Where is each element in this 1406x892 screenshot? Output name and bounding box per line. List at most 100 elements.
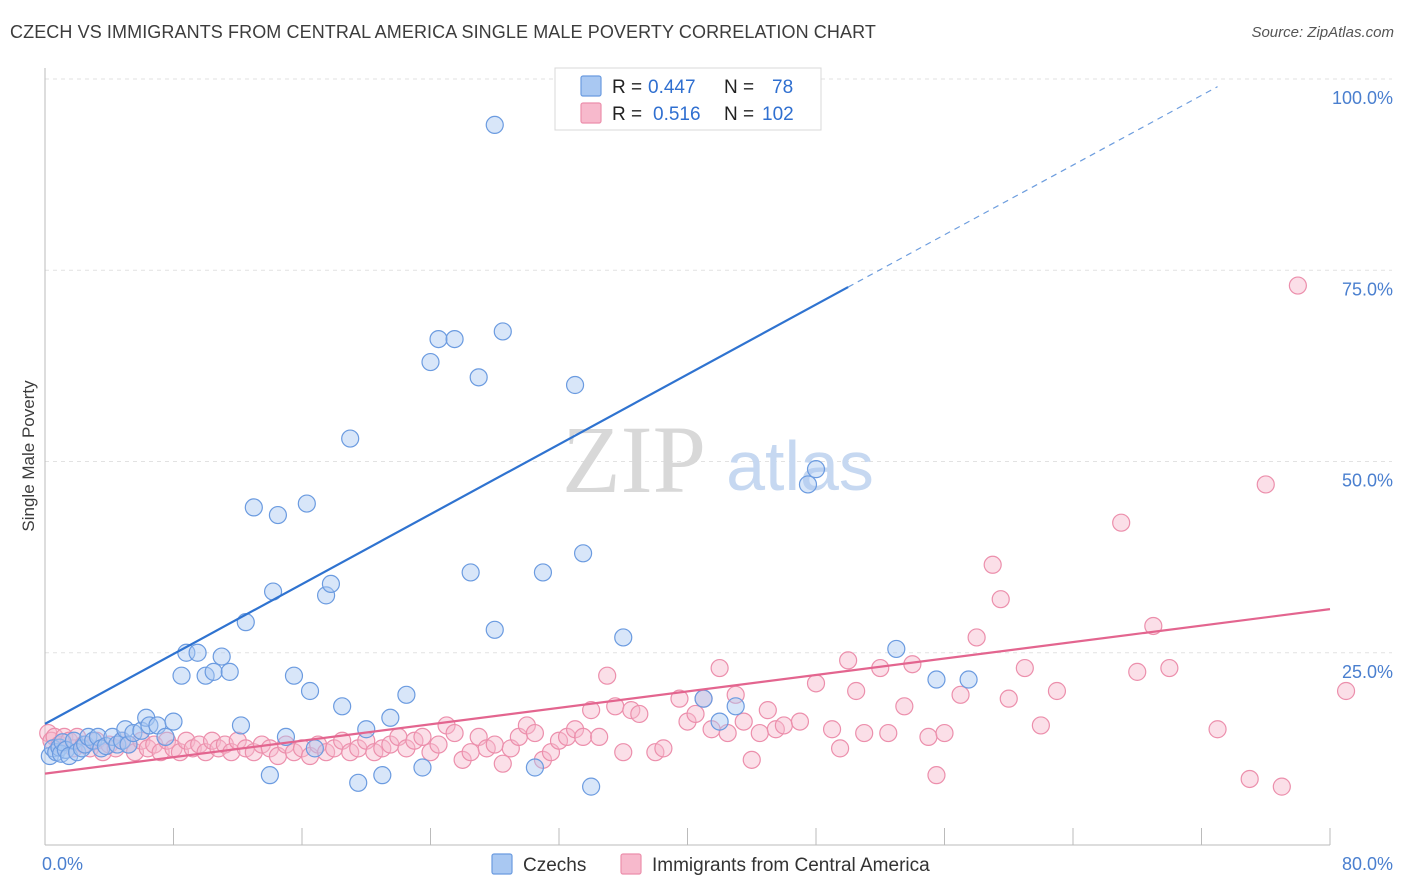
- czechs-point: [321, 574, 341, 594]
- immigrants-point: [1240, 769, 1259, 789]
- czechs-point: [469, 368, 488, 387]
- czechs-point: [710, 712, 729, 731]
- czechs-point: [212, 647, 231, 666]
- czechs-point: [373, 766, 392, 785]
- czechs-r-value: 0.447: [648, 77, 696, 98]
- immigrants-point: [999, 689, 1018, 708]
- immigrants-point: [686, 704, 705, 724]
- czechs-point: [959, 670, 978, 689]
- czechs-point: [231, 716, 251, 735]
- immigrants-point: [1272, 777, 1291, 796]
- source-label: Source: ZipAtlas.com: [1251, 24, 1394, 41]
- czechs-point: [445, 330, 464, 349]
- immigrants-point: [1160, 658, 1179, 678]
- trendlines: [44, 86, 1331, 775]
- immigrants-point: [485, 735, 504, 754]
- immigrants-point: [670, 689, 689, 708]
- immigrants-point: [750, 723, 769, 743]
- czechs-trendline: [44, 286, 849, 725]
- czechs-point: [204, 662, 223, 681]
- czechs-point: [573, 544, 593, 563]
- immigrants-point: [790, 712, 810, 731]
- x-tick-label: 80.0%: [1342, 854, 1393, 874]
- czechs-point: [485, 620, 504, 639]
- bottom-legend: Czechs Immigrants from Central America: [491, 853, 930, 876]
- grid-lines: [45, 78, 1392, 654]
- watermark-atlas: atlas: [726, 427, 874, 505]
- czechs-point: [493, 322, 512, 341]
- immigrants-point: [710, 658, 729, 678]
- immigrants-point: [630, 704, 649, 724]
- immigrants-point: [806, 674, 826, 693]
- immigrants-point: [991, 590, 1010, 609]
- czechs-point: [341, 429, 360, 448]
- immigrants-point: [935, 723, 954, 743]
- czechs-n-value: 78: [772, 77, 793, 98]
- czechs-point: [156, 727, 175, 747]
- immigrants-point: [855, 723, 874, 743]
- czechs-point: [694, 689, 713, 708]
- immigrants-point: [1336, 681, 1356, 701]
- y-tick-label: 75.0%: [1342, 279, 1393, 299]
- y-tick-label: 100.0%: [1332, 88, 1393, 108]
- immigrants-point: [774, 716, 793, 735]
- czechs-point: [297, 494, 316, 513]
- czechs-legend-swatch: [580, 75, 602, 97]
- czechs-point: [485, 115, 504, 135]
- immigrants-point: [1128, 662, 1147, 681]
- czechs-point: [164, 712, 183, 731]
- bottom-legend-immigrants-swatch: [620, 853, 642, 875]
- czechs-point: [582, 777, 601, 796]
- czechs-point: [413, 758, 432, 777]
- czechs-point: [333, 697, 352, 716]
- czechs-trendline-extension: [847, 86, 1218, 288]
- czechs-point: [244, 498, 263, 517]
- czechs-point: [565, 375, 585, 395]
- x-tick-label: 0.0%: [42, 854, 83, 874]
- czechs-point: [268, 505, 288, 525]
- immigrants-point: [590, 727, 609, 747]
- czechs-point: [798, 475, 818, 494]
- czechs-point: [525, 758, 545, 777]
- czechs-point: [349, 773, 368, 792]
- czechs-point: [220, 662, 239, 681]
- immigrants-n-value: 102: [762, 104, 794, 125]
- immigrants-point: [830, 739, 850, 758]
- czechs-point: [119, 735, 138, 754]
- czechs-r-label: R =: [612, 77, 642, 98]
- immigrants-legend-swatch: [580, 102, 602, 124]
- immigrants-point: [847, 681, 866, 701]
- bottom-legend-czechs-swatch: [491, 853, 513, 875]
- immigrants-point: [895, 697, 914, 716]
- immigrants-point: [525, 723, 545, 743]
- immigrants-point: [1015, 658, 1034, 678]
- czechs-point: [397, 685, 416, 704]
- czechs-n-label: N =: [724, 77, 754, 98]
- chart-title: CZECH VS IMMIGRANTS FROM CENTRAL AMERICA…: [10, 22, 876, 42]
- immigrants-point: [758, 701, 777, 720]
- czechs-point: [533, 563, 553, 582]
- immigrants-point: [734, 712, 753, 731]
- czechs-point: [300, 681, 320, 701]
- bottom-legend-immigrants: Immigrants from Central America: [652, 855, 930, 876]
- immigrants-trendline: [44, 608, 1331, 775]
- watermark: ZIP atlas: [562, 406, 874, 513]
- czechs-point: [726, 697, 745, 716]
- y-tick-labels: 100.0% 75.0% 50.0% 25.0%: [1332, 88, 1393, 682]
- immigrants-point: [654, 739, 673, 758]
- czechs-point: [421, 352, 440, 372]
- immigrants-point: [429, 735, 448, 754]
- y-tick-label: 50.0%: [1342, 471, 1393, 491]
- immigrants-n-label: N =: [724, 104, 754, 125]
- czechs-point: [284, 666, 304, 685]
- immigrants-point: [879, 723, 898, 743]
- immigrants-point: [951, 685, 970, 704]
- immigrants-point: [582, 701, 601, 720]
- czechs-point: [172, 666, 191, 685]
- immigrants-point: [598, 666, 617, 685]
- czechs-point: [316, 586, 336, 605]
- immigrants-point: [1031, 716, 1050, 735]
- immigrants-point: [927, 766, 946, 785]
- immigrants-point: [839, 651, 858, 670]
- immigrants-point: [822, 720, 842, 739]
